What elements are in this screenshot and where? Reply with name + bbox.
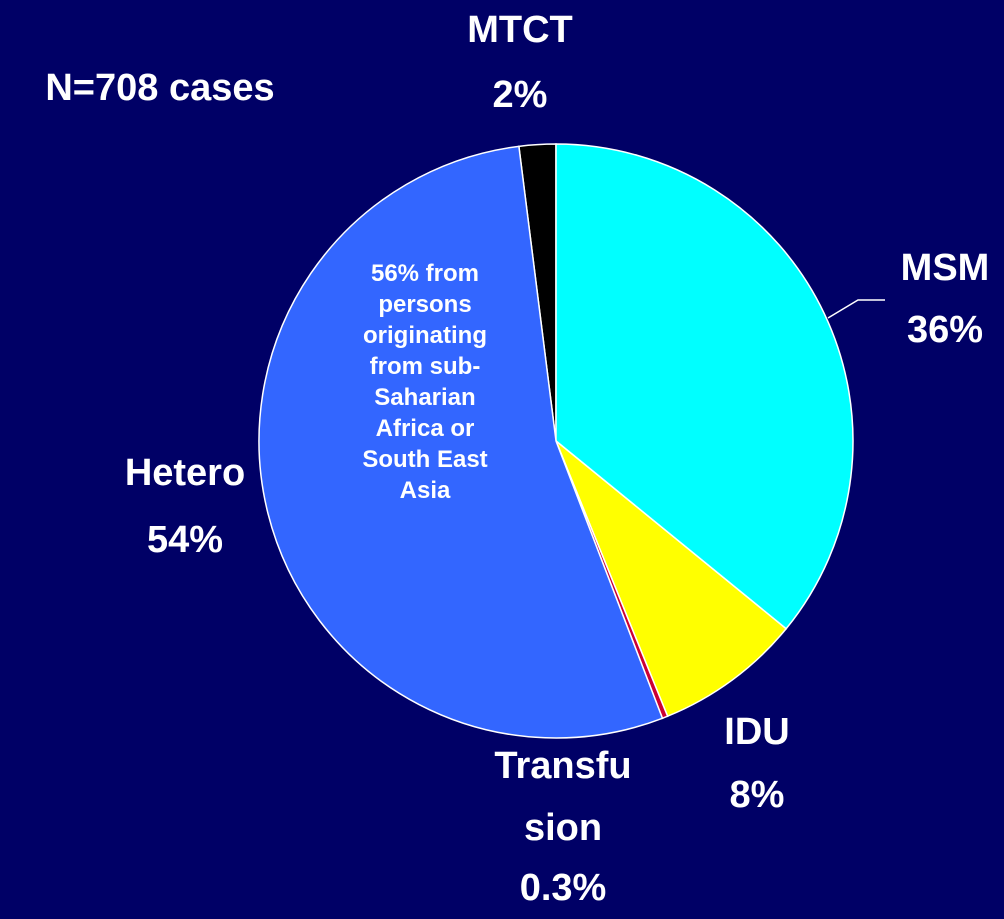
category-label: Transfusion xyxy=(494,745,632,849)
case-count: N=708 cases xyxy=(45,67,275,109)
value-label: 0.3% xyxy=(519,867,607,909)
leader-line xyxy=(827,299,885,319)
value-label: 2% xyxy=(492,74,548,116)
category-label: Hetero xyxy=(124,452,246,494)
category-label: IDU xyxy=(724,711,790,753)
pie-slice xyxy=(555,440,788,718)
pie-slice xyxy=(258,145,664,739)
value-label: 8% xyxy=(729,774,785,816)
category-label: MTCT xyxy=(467,9,573,51)
pie-slice xyxy=(555,143,854,630)
hetero-note: 56% from persons originating from sub-Sa… xyxy=(362,260,488,504)
value-label: 54% xyxy=(146,519,224,561)
value-label: 36% xyxy=(906,309,984,351)
category-label: MSM xyxy=(900,247,990,289)
